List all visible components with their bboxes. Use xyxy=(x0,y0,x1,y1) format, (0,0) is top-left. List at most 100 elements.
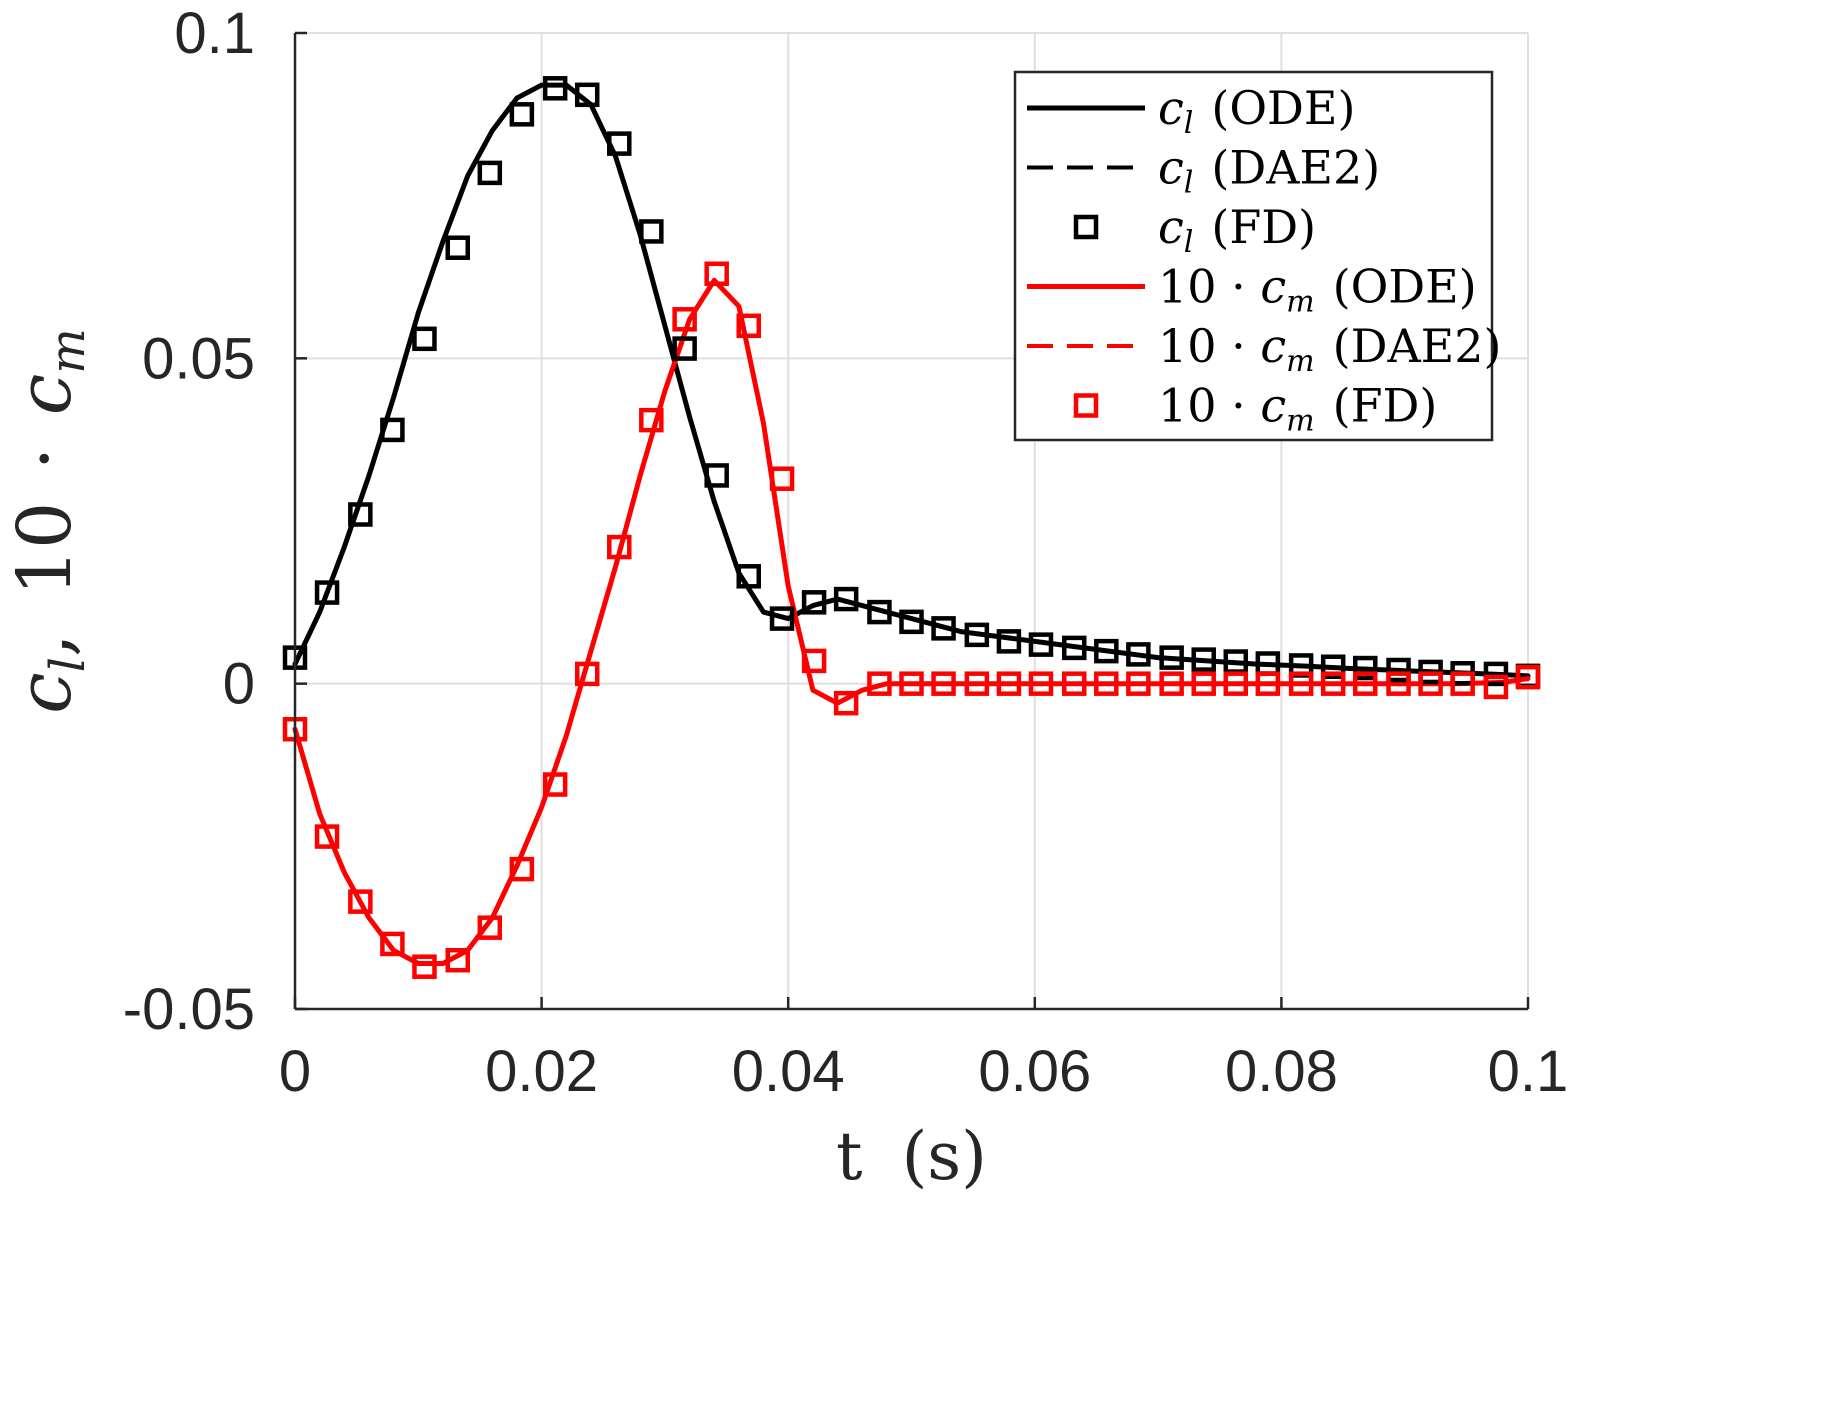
marker-1-18 xyxy=(867,671,892,696)
marker-1-12 xyxy=(672,307,697,332)
marker-0-32 xyxy=(1320,654,1346,679)
legend-subscript: l xyxy=(1184,166,1194,201)
marker-0-23 xyxy=(1028,632,1054,657)
marker-1-5 xyxy=(445,947,471,973)
marker-0-1 xyxy=(314,580,340,605)
marker-0-25 xyxy=(1094,638,1119,664)
marker-1-35 xyxy=(1418,671,1443,696)
marker-1-33 xyxy=(1352,671,1378,696)
legend-symbol: c xyxy=(1260,379,1286,433)
marker-1-26 xyxy=(1126,671,1151,696)
legend-method: (ODE) xyxy=(1333,260,1477,314)
x-axis-label: t (s) xyxy=(836,1118,987,1195)
legend-label-2: cl (FD) xyxy=(1158,200,1316,260)
marker-1-21 xyxy=(964,671,990,696)
legend-scale: 10 · xyxy=(1158,379,1260,433)
legend-box xyxy=(1013,70,1494,442)
legend-method: (DAE2) xyxy=(1333,319,1502,373)
marker-1-13 xyxy=(704,261,729,286)
marker-1-22 xyxy=(996,671,1022,696)
marker-1-28 xyxy=(1191,671,1216,696)
marker-0-13 xyxy=(704,463,729,488)
marker-1-14 xyxy=(736,313,761,339)
y-axis-label-cm-sub: m xyxy=(40,328,96,374)
marker-1-6 xyxy=(477,915,503,940)
marker-1-4 xyxy=(412,954,437,979)
x-tick-label-3: 0.06 xyxy=(978,1039,1091,1104)
legend-scale: 10 · xyxy=(1158,260,1260,314)
legend-symbol: c xyxy=(1260,319,1286,373)
legend-symbol: c xyxy=(1158,81,1184,135)
x-tick-labels: 0 0.02 0.04 0.06 0.08 0.1 xyxy=(279,1039,1568,1104)
marker-0-22 xyxy=(996,629,1022,654)
marker-1-25 xyxy=(1094,671,1119,696)
legend-subscript: l xyxy=(1184,225,1194,260)
y-tick-label-1: 0 xyxy=(223,652,255,717)
marker-0-15 xyxy=(769,606,795,631)
y-axis-label-cm: c xyxy=(2,374,88,415)
marker-0-10 xyxy=(607,131,632,156)
y-axis-label: cl, 10 · cm xyxy=(2,328,96,714)
marker-1-2 xyxy=(348,889,373,914)
marker-1-15 xyxy=(769,466,795,491)
marker-1-3 xyxy=(380,931,405,957)
legend-subscript: m xyxy=(1286,404,1314,439)
marker-0-34 xyxy=(1386,657,1411,683)
marker-0-16 xyxy=(801,590,827,615)
marker-1-37 xyxy=(1483,674,1509,700)
legend-label-1: cl (DAE2) xyxy=(1158,141,1380,201)
y-axis-label-dot: · xyxy=(2,447,88,471)
legend-symbol: c xyxy=(1260,260,1286,314)
y-tick-label-2: 0.05 xyxy=(142,326,255,391)
y-tick-labels: -0.05 0 0.05 0.1 xyxy=(123,1,255,1042)
marker-0-8 xyxy=(542,76,568,101)
y-tick-label-3: 0.1 xyxy=(174,1,255,66)
marker-1-16 xyxy=(801,648,827,674)
marker-1-27 xyxy=(1159,671,1184,696)
series-line-3 xyxy=(293,278,1530,966)
legend-label-3: 10 · cm (ODE) xyxy=(1158,260,1477,320)
marker-1-11 xyxy=(639,407,664,433)
legend-method: (DAE2) xyxy=(1211,141,1380,195)
marker-0-17 xyxy=(833,586,859,612)
legend-subscript: m xyxy=(1286,344,1314,379)
y-tick-label-0: -0.05 xyxy=(123,977,255,1042)
y-axis-label-cl: c xyxy=(2,672,88,713)
marker-0-21 xyxy=(964,622,990,648)
marker-1-1 xyxy=(314,824,340,849)
marker-1-17 xyxy=(833,690,859,716)
marker-1-29 xyxy=(1223,671,1249,696)
y-axis-label-cl-sub: l xyxy=(40,657,96,672)
marker-1-34 xyxy=(1386,671,1411,696)
series-layer xyxy=(292,82,1531,966)
marker-0-24 xyxy=(1062,635,1087,661)
series-line-1 xyxy=(293,83,1530,678)
marker-0-20 xyxy=(931,616,956,641)
legend-method: (FD) xyxy=(1211,200,1316,254)
marker-0-18 xyxy=(867,599,892,625)
legend-label-0: cl (ODE) xyxy=(1158,81,1355,141)
x-tick-label-1: 0.02 xyxy=(485,1039,598,1104)
marker-0-7 xyxy=(509,102,535,127)
legend-marker-2 xyxy=(1073,214,1099,240)
marker-1-20 xyxy=(931,671,956,696)
marker-0-2 xyxy=(348,502,373,527)
marker-0-28 xyxy=(1191,647,1216,672)
legend-subscript: l xyxy=(1184,106,1194,141)
marker-0-3 xyxy=(380,417,405,443)
marker-1-36 xyxy=(1450,671,1475,696)
marker-1-9 xyxy=(574,661,600,687)
marker-0-12 xyxy=(672,336,697,361)
marker-1-38 xyxy=(1515,664,1541,690)
x-tick-label-5: 0.1 xyxy=(1488,1039,1569,1104)
marker-0-4 xyxy=(412,326,437,352)
axes xyxy=(293,31,1530,1011)
x-tick-label-4: 0.08 xyxy=(1225,1039,1338,1104)
legend-symbol: c xyxy=(1158,141,1184,195)
marker-1-31 xyxy=(1288,671,1314,696)
legend-label-5: 10 · cm (FD) xyxy=(1158,379,1437,439)
legend-subscript: m xyxy=(1286,285,1314,320)
marker-0-27 xyxy=(1159,645,1184,670)
x-tick-label-0: 0 xyxy=(279,1039,311,1104)
marker-1-32 xyxy=(1320,671,1346,696)
